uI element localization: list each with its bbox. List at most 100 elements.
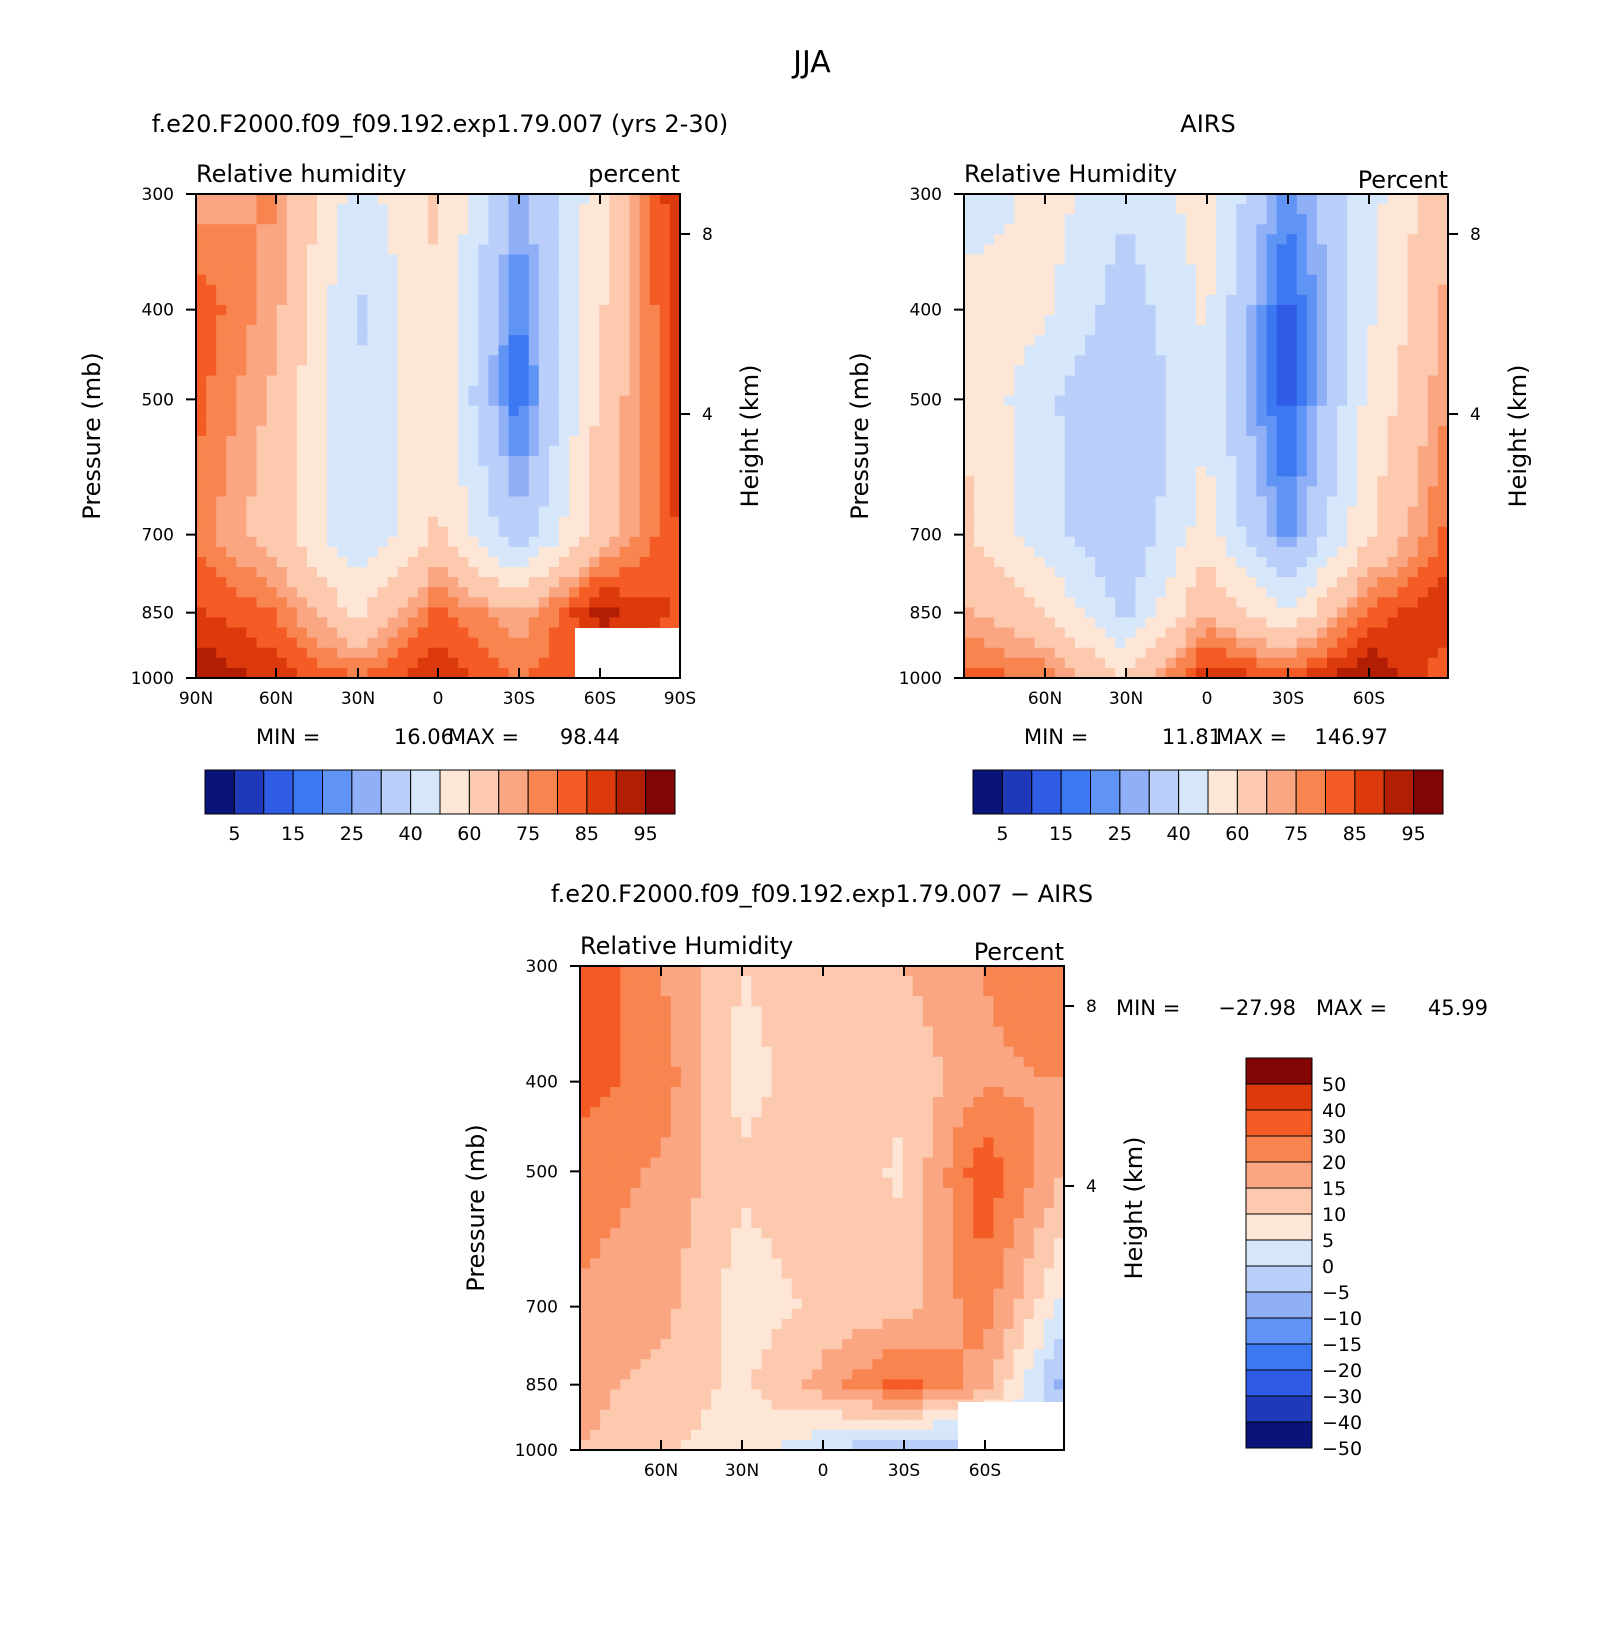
heatmap-cell [579,305,590,316]
colorbar-box [205,770,234,814]
heatmap-cell [1156,517,1167,528]
heatmap-cell [782,986,793,997]
heatmap-cell [277,325,288,336]
heatmap-cell [1297,557,1308,568]
min-label: MIN = [256,725,320,749]
heatmap-cell [478,618,489,629]
heatmap-cell [317,315,328,326]
heatmap-cell [367,587,378,598]
heatmap-cell [478,628,489,639]
heatmap-cell [438,244,449,255]
heatmap-cell [640,214,651,225]
heatmap-cell [599,305,610,316]
heatmap-cell [1367,547,1378,558]
heatmap-cell [579,597,590,608]
heatmap-cell [1377,255,1388,266]
heatmap-cell [1418,648,1429,659]
heatmap-cell [378,436,389,447]
heatmap-cell [226,537,237,548]
heatmap-cell [327,497,338,508]
heatmap-cell [1357,285,1368,296]
heatmap-cell [1418,517,1429,528]
heatmap-cell [670,517,681,528]
heatmap-cell [599,507,610,518]
heatmap-cell [650,517,661,528]
heatmap-cell [650,214,661,225]
heatmap-cell [216,234,227,245]
heatmap-cell [468,597,479,608]
heatmap-cell [398,567,409,578]
heatmap-cell [1025,255,1036,266]
heatmap-cell [1025,305,1036,316]
heatmap-cell [1297,567,1308,578]
heatmap-cell [1216,426,1227,437]
heatmap-cell [1377,547,1388,558]
heatmap-cell [448,567,459,578]
heatmap-cell [216,194,227,205]
heatmap-cell [1236,315,1247,326]
heatmap-cell [1428,587,1439,598]
heatmap-cell [1085,406,1096,417]
heatmap-cell [953,976,964,987]
heatmap-cell [903,986,914,997]
heatmap-cell [1287,537,1298,548]
heatmap-cell [1206,436,1217,447]
heatmap-cell [347,295,358,306]
heatmap-cell [1226,325,1237,336]
heatmap-cell [226,507,237,518]
heatmap-cell [609,265,620,276]
heatmap-cell [246,265,257,276]
heatmap-cell [1025,214,1036,225]
heatmap-cell [1347,607,1358,618]
heatmap-cell [337,285,348,296]
heatmap-cell [661,966,672,977]
heatmap-cell [741,996,752,1007]
heatmap-cell [651,986,662,997]
heatmap-cell [1367,537,1378,548]
heatmap-cell [1045,234,1056,245]
heatmap-cell [529,456,540,467]
heatmap-cell [1156,436,1167,447]
heatmap-cell [620,527,631,538]
heatmap-cell [468,587,479,598]
heatmap-cell [1125,295,1136,306]
heatmap-cell [1055,365,1066,376]
heatmap-cell [267,577,278,588]
heatmap-cell [509,537,520,548]
heatmap-cell [1236,416,1247,427]
heatmap-cell [347,386,358,397]
heatmap-cell [974,406,985,417]
heatmap-cell [1277,638,1288,649]
heatmap-cell [1095,285,1106,296]
heatmap-cell [216,214,227,225]
heatmap-cell [650,607,661,618]
heatmap-cell [388,224,399,235]
heatmap-cell [1055,456,1066,467]
heatmap-cell [226,527,237,538]
heatmap-cell [529,325,540,336]
heatmap-cell [196,406,207,417]
heatmap-cell [428,618,439,629]
heatmap-cell [488,456,499,467]
heatmap-cell [1418,597,1429,608]
heatmap-cell [984,376,995,387]
heatmap-cell [277,234,288,245]
heatmap-cell [641,966,652,977]
heatmap-cell [620,497,631,508]
heatmap-cell [1075,456,1086,467]
heatmap-cell [1337,587,1348,598]
heatmap-cell [1256,315,1267,326]
heatmap-cell [579,547,590,558]
heatmap-cell [1186,638,1197,649]
heatmap-cell [1156,456,1167,467]
heatmap-cell [246,315,257,326]
heatmap-cell [206,537,217,548]
heatmap-cell [367,396,378,407]
heatmap-cell [1408,224,1419,235]
heatmap-cell [579,567,590,578]
heatmap-cell [226,486,237,497]
heatmap-cell [993,976,1004,987]
heatmap-cell [660,406,671,417]
heatmap-cell [1277,577,1288,588]
heatmap-cell [1347,234,1358,245]
